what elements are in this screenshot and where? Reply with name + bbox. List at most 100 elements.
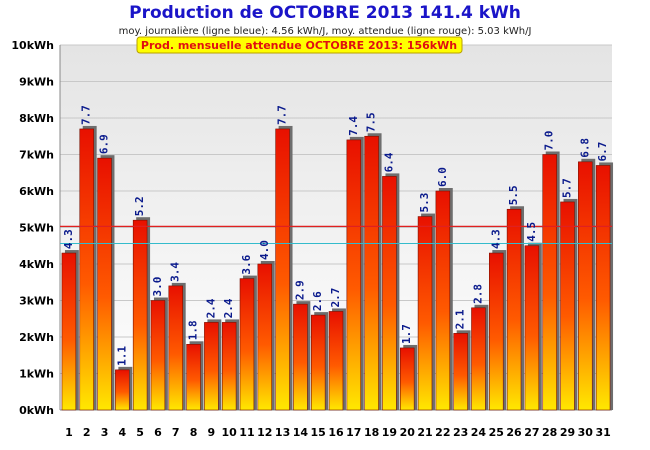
x-tick-label: 20 <box>400 426 416 439</box>
x-tick-label: 14 <box>293 426 309 439</box>
value-label: 6.9 <box>98 134 111 154</box>
x-tick-label: 23 <box>453 426 468 439</box>
value-label: 3.0 <box>151 277 164 297</box>
y-axis: 0kWh 1kWh 2kWh 3kWh 4kWh 5kWh 6kWh 7kWh 8kWh 9kWh… <box>11 39 612 417</box>
x-tick-label: 27 <box>524 426 539 439</box>
value-label: 5.2 <box>133 196 146 216</box>
reference-lines <box>60 225 612 245</box>
value-label: 5.5 <box>507 185 520 205</box>
x-tick-label: 30 <box>578 426 594 439</box>
value-labels: 4.3 7.7 6.9 1.1 5.2 3.0 3.4 1.8 2.4 2.4 3.6 4.0 7.7 2… <box>62 105 609 366</box>
bar <box>132 219 148 411</box>
expected-label: Prod. mensuelle attendue OCTOBRE 2013: 1… <box>141 39 457 52</box>
value-label: 6.0 <box>436 167 449 187</box>
bar <box>79 128 94 411</box>
value-label: 2.1 <box>454 309 467 329</box>
value-label: 6.4 <box>382 152 395 172</box>
value-label: 1.7 <box>400 324 413 344</box>
value-label: 4.5 <box>525 222 538 242</box>
y-tick-label: 8kWh <box>19 112 54 125</box>
bar <box>506 208 522 411</box>
bar <box>221 322 237 411</box>
bar <box>435 190 451 411</box>
bar <box>186 343 201 411</box>
bars <box>61 125 614 411</box>
bar <box>275 128 290 411</box>
value-label: 7.7 <box>276 105 289 125</box>
bar <box>328 311 344 411</box>
x-tick-label: 19 <box>382 426 397 439</box>
bar <box>595 165 611 411</box>
bar <box>524 245 540 411</box>
value-label: 2.7 <box>329 288 342 308</box>
x-tick-label: 15 <box>311 426 326 439</box>
bar <box>61 252 77 411</box>
bar <box>471 307 486 411</box>
bar <box>364 135 379 411</box>
value-label: 4.3 <box>62 229 75 249</box>
x-tick-label: 5 <box>136 426 144 439</box>
x-tick-label: 22 <box>435 426 450 439</box>
y-tick-label: 1kWh <box>19 368 54 381</box>
x-tick-label: 13 <box>275 426 290 439</box>
x-tick-label: 8 <box>190 426 198 439</box>
x-tick-label: 12 <box>257 426 272 439</box>
x-tick-label: 7 <box>172 426 180 439</box>
y-tick-label: 5kWh <box>19 222 54 235</box>
value-label: 1.8 <box>187 320 200 340</box>
bar <box>310 314 326 411</box>
y-tick-label: 7kWh <box>19 149 54 162</box>
x-tick-label: 11 <box>239 426 254 439</box>
x-tick-label: 6 <box>154 426 162 439</box>
y-tick-label: 0kWh <box>19 404 54 417</box>
bar <box>150 300 166 411</box>
x-tick-label: 29 <box>560 426 575 439</box>
bar <box>239 278 255 411</box>
y-tick-label: 10kWh <box>11 39 54 52</box>
value-label: 2.4 <box>204 298 217 318</box>
expected-label-background <box>136 36 463 54</box>
bar <box>168 285 183 411</box>
x-tick-label: 17 <box>346 426 361 439</box>
expected-label-box: Prod. mensuelle attendue OCTOBRE 2013: 1… <box>136 36 463 54</box>
bar <box>346 139 362 411</box>
x-tick-label: 28 <box>542 426 557 439</box>
value-label: 5.7 <box>560 178 573 198</box>
x-tick-label: 10 <box>222 426 238 439</box>
bar <box>257 263 273 411</box>
bar <box>382 176 397 411</box>
x-tick-label: 31 <box>595 426 610 439</box>
value-label: 7.0 <box>543 131 556 151</box>
value-label: 7.7 <box>80 105 93 125</box>
x-tick-label: 18 <box>364 426 379 439</box>
bar <box>115 369 130 411</box>
chart-subtitle: moy. journalière (ligne bleue): 4.56 kWh… <box>119 25 532 37</box>
value-label: 2.4 <box>222 298 235 318</box>
bar <box>489 252 504 411</box>
x-tick-label: 3 <box>101 426 109 439</box>
bar <box>542 154 557 411</box>
x-tick-label: 4 <box>118 426 126 439</box>
x-tick-label: 16 <box>328 426 344 439</box>
x-tick-label: 1 <box>65 426 73 439</box>
bar <box>399 347 415 411</box>
value-label: 3.6 <box>240 254 253 274</box>
value-label: 5.3 <box>418 193 431 213</box>
value-label: 6.7 <box>596 142 609 162</box>
x-tick-label: 26 <box>506 426 522 439</box>
bar <box>293 303 308 411</box>
value-label: 4.3 <box>489 229 502 249</box>
value-label: 2.8 <box>471 284 484 304</box>
y-tick-label: 2kWh <box>19 331 54 344</box>
x-tick-label: 9 <box>208 426 216 439</box>
y-tick-label: 3kWh <box>19 295 54 308</box>
y-tick-label: 6kWh <box>19 185 54 198</box>
y-tick-label: 9kWh <box>19 76 54 89</box>
x-axis: 1 2 3 4 5 6 7 8 9 10 11 12 13 14 15 16 17 18 19 20 21 22 23 24 2… <box>65 426 611 439</box>
x-tick-label: 2 <box>83 426 91 439</box>
bar <box>453 333 468 411</box>
bar <box>578 161 593 411</box>
value-label: 4.0 <box>258 240 271 260</box>
y-tick-label: 4kWh <box>19 258 54 271</box>
